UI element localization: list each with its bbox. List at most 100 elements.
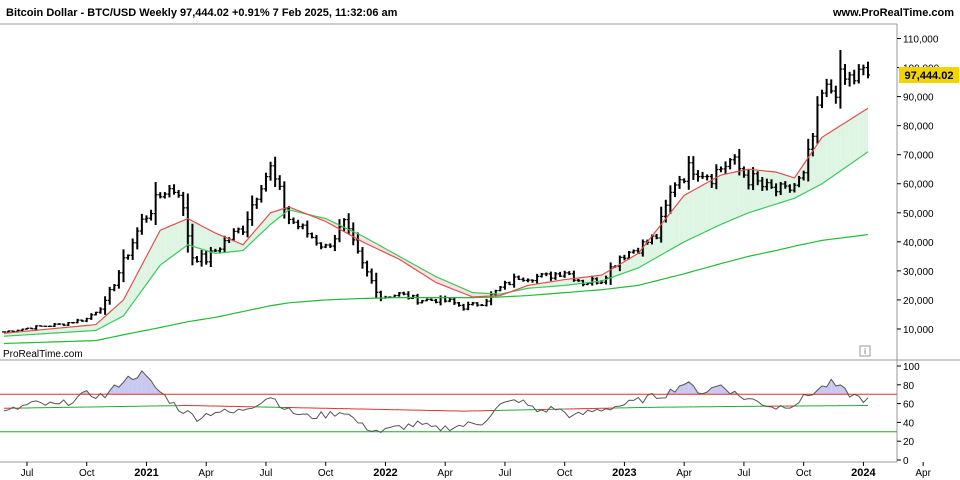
price-bar [263, 172, 268, 192]
price-axis-label: 60,000 [903, 180, 934, 191]
rsi-overbought-fill [118, 382, 124, 395]
time-axis-label: Apr [198, 468, 214, 479]
price-bar [668, 185, 673, 214]
ma-fill-segment [794, 171, 800, 199]
price-bar [176, 189, 181, 198]
ma-fill-segment [192, 221, 198, 248]
price-bar [774, 183, 779, 197]
ma-fill-segment [730, 172, 735, 221]
time-axis-label: Oct [318, 468, 334, 479]
price-bar [479, 304, 484, 307]
price-bar [236, 227, 241, 234]
ma-fill-segment [748, 169, 754, 213]
price-bar [328, 243, 333, 248]
ma-fill-segment [835, 125, 841, 175]
price-bar [369, 268, 374, 284]
ma-fill-segment [629, 256, 634, 272]
price-bar [672, 182, 677, 198]
chart-title: Bitcoin Dollar - BTC/USD Weekly 97,444.0… [6, 7, 398, 19]
price-bar [360, 247, 365, 269]
ma-fill-segment [247, 234, 253, 247]
price-bar [259, 184, 264, 203]
rsi-axis-label: 80 [903, 381, 915, 392]
price-axis-label: 30,000 [903, 267, 934, 278]
price-bar [553, 272, 558, 280]
ma-fill-segment [100, 316, 106, 328]
ma-fill-segment [688, 190, 694, 240]
price-bar [273, 156, 278, 187]
ma-fill-segment [734, 171, 740, 219]
price-bar [126, 254, 131, 260]
price-bar [686, 156, 691, 190]
price-bar [709, 173, 714, 188]
price-bar [760, 176, 765, 191]
time-axis-label: Jul [499, 468, 512, 479]
price-bar [820, 89, 825, 109]
price-bar [291, 217, 296, 225]
rsi-overbought-fill [132, 378, 138, 395]
ma-fill-segment [596, 275, 602, 282]
rsi-overbought-fill [123, 376, 129, 395]
rsi-overbought-fill [128, 376, 133, 395]
ma-fill-segment [59, 327, 64, 333]
ma-fill-segment [40, 329, 46, 334]
price-bar [93, 311, 98, 316]
price-bar [617, 255, 622, 272]
price-bar [107, 286, 112, 305]
price-bar [250, 195, 255, 226]
ma-fill-segment [160, 228, 165, 266]
price-bar [314, 234, 319, 246]
price-bar [103, 296, 108, 315]
price-bar [411, 294, 416, 300]
price-bar [833, 85, 838, 104]
ma-fill-segment [91, 324, 96, 331]
ma-fill-segment [757, 170, 763, 210]
price-bar [365, 260, 370, 277]
rsi-overbought-fill [822, 385, 827, 395]
ma-fill-segment [17, 331, 23, 336]
price-bar [245, 211, 250, 238]
ma-fill-segment [472, 292, 478, 298]
price-bar [135, 227, 140, 250]
price-bar [70, 322, 75, 324]
ma-fill-segment [86, 325, 92, 331]
time-axis-label: Oct [557, 468, 573, 479]
price-bar [470, 301, 475, 306]
rsi-overbought-fill [109, 384, 115, 395]
price-bar [700, 171, 705, 179]
time-axis-label: Jul [21, 468, 34, 479]
price-bar [305, 220, 310, 238]
site-url[interactable]: www.ProRealTime.com [832, 7, 954, 19]
time-axis-label: Apr [915, 468, 931, 479]
ma-fill-segment [114, 304, 119, 321]
rsi-overbought-fill [720, 384, 726, 395]
ma-fill-segment [399, 256, 404, 263]
ma-fill-segment [31, 330, 37, 335]
price-bar [222, 235, 227, 254]
ma-fill-segment [187, 218, 193, 247]
price-bar [80, 319, 85, 322]
price-bar [507, 281, 512, 286]
price-bar [502, 280, 507, 290]
ma-fill-segment [229, 238, 234, 252]
price-bar [838, 49, 843, 109]
price-bar [590, 275, 595, 286]
ma-fill-segment [164, 226, 170, 262]
ma-fill-segment [725, 173, 731, 223]
price-bar [162, 192, 167, 199]
price-bars [2, 49, 870, 333]
price-bar [778, 181, 783, 196]
price-bar [397, 292, 402, 297]
ma-fill-segment [22, 331, 27, 336]
ma-fill-segment [394, 253, 400, 260]
price-bar [562, 270, 567, 278]
price-bar [498, 286, 503, 292]
price-bar [815, 96, 820, 144]
ma-fill-segment [822, 134, 827, 184]
price-bar [544, 272, 549, 277]
info-icon[interactable]: i [859, 345, 871, 357]
ma-fill-segment [624, 258, 630, 273]
ma-fill-segment [541, 282, 547, 288]
